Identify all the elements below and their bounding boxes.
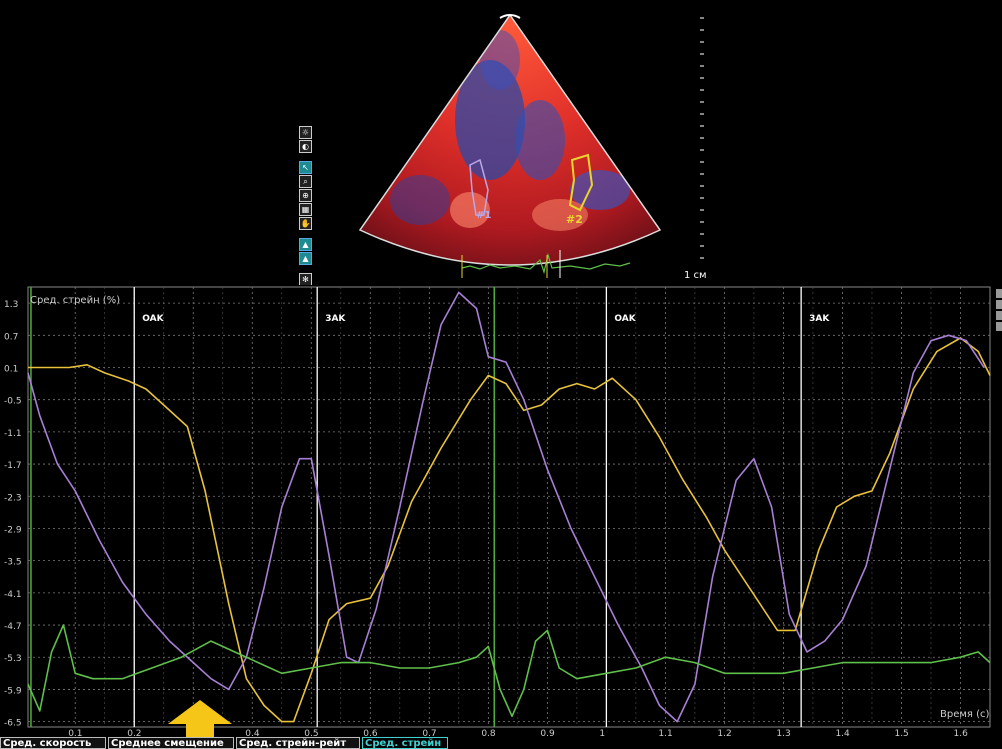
x-tick-label: 0.4: [245, 729, 260, 737]
y-tick-label: 0.1: [4, 364, 18, 374]
y-tick-label: -2.9: [4, 525, 22, 535]
valve-event-label: 3AK: [809, 314, 830, 324]
tab-avg-displacement[interactable]: Среднее смещение: [108, 737, 234, 749]
mini-control-icon[interactable]: [996, 300, 1002, 309]
x-axis-label: Время (с): [940, 709, 989, 720]
x-tick-label: 0.1: [68, 729, 82, 737]
hand-icon[interactable]: ✋: [299, 217, 312, 230]
y-tick-label: -4.1: [4, 590, 22, 600]
roi-1-label: #1: [476, 210, 491, 221]
y-tick-label: -1.1: [4, 429, 22, 439]
x-tick-label: 1.3: [776, 729, 790, 737]
strain-series-3: [27, 624, 991, 718]
brightness-icon[interactable]: ☼: [299, 126, 312, 139]
x-tick-label: 0.2: [127, 729, 141, 737]
yellow-arrow-icon: [168, 700, 232, 749]
x-tick-label: 0.6: [363, 729, 378, 737]
strain-series-2: [27, 291, 985, 723]
y-tick-label: 1.3: [4, 300, 18, 310]
roi-2-label: #2: [566, 213, 583, 226]
valve-event-label: 3AK: [325, 314, 346, 324]
x-tick-label: 0.5: [304, 729, 318, 737]
depth-scale: [700, 17, 704, 259]
valve-event-label: OAK: [142, 314, 164, 324]
y-tick-label: -2.3: [4, 493, 22, 503]
contrast-icon[interactable]: ◐: [299, 140, 312, 153]
y-tick-label: 0.7: [4, 332, 18, 342]
tab-bar: Сред. скорость Среднее смещение Сред. ст…: [0, 737, 1002, 749]
x-tick-label: 1.2: [717, 729, 731, 737]
cursor-icon[interactable]: ↖: [299, 161, 312, 174]
right-mini-controls: [996, 289, 1002, 333]
mini-control-icon[interactable]: [996, 311, 1002, 320]
y-tick-label: -5.9: [4, 686, 22, 696]
plot-frame: [27, 286, 991, 728]
roi-1-trace[interactable]: [469, 158, 489, 216]
x-tick-label: 0.8: [481, 729, 496, 737]
y-tick-label: -5.3: [4, 654, 22, 664]
zoom-icon[interactable]: ⌕: [299, 175, 312, 188]
scale-label: 1 см: [684, 270, 707, 281]
x-tick-label: 1.5: [894, 729, 908, 737]
trace-alt-icon[interactable]: ▲: [299, 252, 312, 265]
grid: [28, 287, 990, 727]
x-tick-label: 1.4: [835, 729, 850, 737]
tab-avg-strain-rate[interactable]: Сред. стрейн-рейт: [236, 737, 360, 749]
trace-icon[interactable]: ▲: [299, 238, 312, 251]
x-tick-label: 0.7: [422, 729, 436, 737]
x-tick-label: 0.9: [540, 729, 555, 737]
ultrasound-view[interactable]: #1 #2: [0, 0, 1002, 285]
tab-avg-strain[interactable]: Сред. стрейн: [362, 737, 448, 749]
x-tick-label: 1.1: [658, 729, 672, 737]
chart-title: Сред. стрейн (%): [30, 295, 120, 306]
strain-series-1: [28, 337, 991, 723]
y-tick-labels: 1.3 0.7 0.1 -0.5 -1.1 -1.7 -2.3 -2.9 -3.5 -4.1 -4.…: [4, 300, 22, 729]
strain-chart[interactable]: OAK 3AK OAK 3AK 1.3 0.7 0.1 -0.5 -1.1 -1.7 -2.3 -2…: [0, 285, 1002, 737]
ecg-trace: [461, 252, 631, 275]
series-group: [27, 291, 991, 723]
y-tick-label: -3.5: [4, 558, 22, 568]
zoom-region-icon[interactable]: ⊕: [299, 189, 312, 202]
y-tick-label: -4.7: [4, 622, 22, 632]
sector-outline: [358, 13, 662, 266]
y-tick-label: -6.5: [4, 719, 22, 729]
valve-event-label: OAK: [614, 314, 636, 324]
tab-avg-velocity[interactable]: Сред. скорость: [0, 737, 106, 749]
roi-2-trace[interactable]: [568, 153, 594, 212]
x-tick-label: 1: [599, 729, 605, 737]
mini-control-icon[interactable]: [996, 289, 1002, 298]
side-toolbar: ☼ ◐ ↖ ⌕ ⊕ ▦ ✋ ▲ ▲ ✻: [299, 125, 315, 287]
mini-control-icon[interactable]: [996, 322, 1002, 331]
y-tick-label: -1.7: [4, 461, 22, 471]
grid-icon[interactable]: ▦: [299, 203, 312, 216]
y-tick-label: -0.5: [4, 397, 22, 407]
x-tick-label: 1.6: [953, 729, 968, 737]
